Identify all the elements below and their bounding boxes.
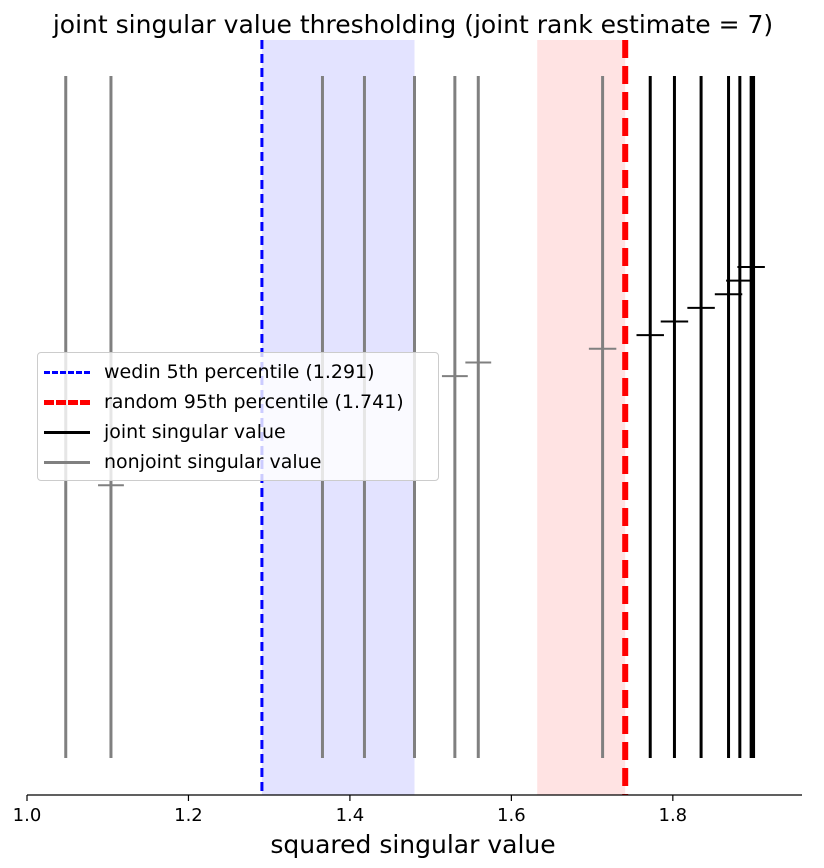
- legend-label-nonjoint: nonjoint singular value: [104, 451, 322, 473]
- legend-swatch-nonjoint: [44, 460, 90, 464]
- x-axis-ticks: 1.0 1.2 1.4 1.6 1.8: [13, 795, 687, 826]
- x-tick-label-4: 1.8: [659, 805, 688, 826]
- x-axis-label: squared singular value: [270, 830, 555, 859]
- x-tick-label-1: 1.2: [174, 805, 203, 826]
- legend-label-random: random 95th percentile (1.741): [104, 391, 404, 413]
- legend: wedin 5th percentile (1.291) random 95th…: [37, 352, 439, 481]
- legend-item-random: random 95th percentile (1.741): [44, 387, 404, 417]
- x-tick-label-0: 1.0: [13, 805, 42, 826]
- legend-label-wedin: wedin 5th percentile (1.291): [104, 361, 375, 383]
- legend-item-nonjoint: nonjoint singular value: [44, 447, 321, 477]
- legend-swatch-wedin: [44, 370, 90, 374]
- legend-label-joint: joint singular value: [104, 421, 286, 443]
- shaded-region-1: [537, 40, 626, 795]
- x-tick-label-2: 1.4: [336, 805, 365, 826]
- legend-swatch-joint: [44, 430, 90, 434]
- threshold-lines: [260, 40, 629, 795]
- legend-item-joint: joint singular value: [44, 417, 286, 447]
- legend-item-wedin: wedin 5th percentile (1.291): [44, 357, 375, 387]
- x-tick-label-3: 1.6: [497, 805, 526, 826]
- error-bars: [98, 265, 765, 487]
- legend-swatch-random: [44, 399, 90, 405]
- chart-title: joint singular value thresholding (joint…: [52, 10, 773, 39]
